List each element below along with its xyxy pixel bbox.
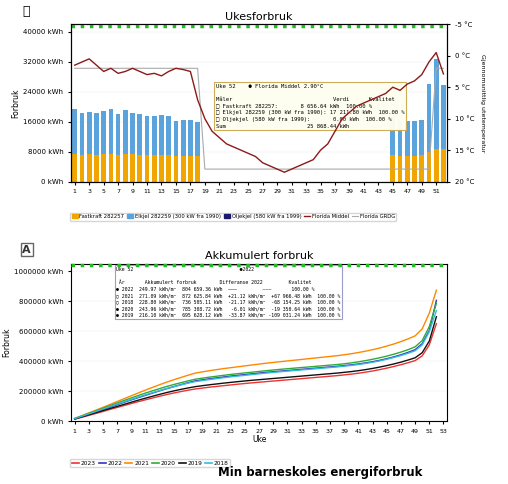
- Bar: [166, 155, 171, 182]
- Bar: [405, 121, 409, 156]
- Bar: [130, 154, 135, 182]
- Bar: [195, 121, 200, 156]
- Bar: [130, 113, 135, 154]
- Bar: [145, 155, 149, 182]
- Bar: [101, 154, 106, 182]
- Bar: [116, 155, 120, 182]
- Y-axis label: Gjennomsnittlig utetemperatur: Gjennomsnittlig utetemperatur: [480, 54, 485, 152]
- Bar: [434, 149, 438, 182]
- Bar: [181, 120, 185, 156]
- Text: Uke 52                                     ●2022

 År       Akkumulert forbruk  : Uke 52 ●2022 År Akkumulert forbruk: [116, 267, 340, 318]
- Legend: Fastkraft 282257, Elkjel 282259 (300 kW fra 1990), Oljekjel (580 kW fra 1999), F: Fastkraft 282257, Elkjel 282259 (300 kW …: [70, 212, 396, 221]
- Bar: [188, 120, 193, 156]
- Bar: [427, 151, 431, 182]
- Bar: [441, 85, 446, 149]
- Bar: [441, 149, 446, 182]
- Bar: [109, 109, 113, 154]
- Bar: [145, 116, 149, 155]
- Bar: [80, 155, 84, 182]
- Bar: [195, 156, 200, 182]
- Text: 📊: 📊: [22, 5, 30, 18]
- Bar: [159, 155, 164, 182]
- Bar: [87, 112, 91, 154]
- Bar: [427, 84, 431, 151]
- Bar: [87, 154, 91, 182]
- Title: Ukesforbruk: Ukesforbruk: [226, 12, 293, 22]
- Bar: [188, 156, 193, 182]
- Bar: [412, 121, 417, 156]
- Bar: [420, 155, 424, 182]
- Bar: [391, 155, 395, 182]
- Bar: [174, 121, 178, 156]
- Title: Akkumulert forbruk: Akkumulert forbruk: [205, 251, 313, 261]
- Bar: [391, 117, 395, 155]
- Legend: 2023, 2022, 2021, 2020, 2019, 2018: 2023, 2022, 2021, 2020, 2019, 2018: [70, 459, 231, 468]
- Bar: [152, 155, 156, 182]
- X-axis label: Uke: Uke: [252, 435, 266, 444]
- Y-axis label: Forbruk: Forbruk: [12, 88, 20, 118]
- Bar: [123, 153, 128, 182]
- Text: Uke 52    ● Florida Middel 2.90°C

Måler                               Verdi    : Uke 52 ● Florida Middel 2.90°C Måler Ver…: [216, 84, 404, 129]
- Bar: [181, 156, 185, 182]
- Bar: [138, 155, 142, 182]
- Bar: [412, 156, 417, 182]
- Bar: [166, 116, 171, 155]
- Bar: [80, 113, 84, 155]
- Y-axis label: Forbruk: Forbruk: [3, 328, 12, 357]
- Text: A: A: [22, 245, 31, 255]
- Bar: [116, 114, 120, 155]
- Bar: [398, 156, 402, 182]
- Bar: [398, 121, 402, 156]
- Text: Min barneskoles energiforbruk: Min barneskoles energiforbruk: [218, 466, 422, 479]
- Bar: [123, 110, 128, 153]
- Bar: [405, 156, 409, 182]
- Bar: [94, 113, 99, 155]
- Bar: [174, 156, 178, 182]
- Bar: [72, 108, 77, 153]
- Bar: [109, 154, 113, 182]
- Bar: [434, 59, 438, 149]
- Bar: [420, 120, 424, 155]
- Bar: [101, 111, 106, 154]
- Bar: [138, 114, 142, 155]
- Bar: [152, 116, 156, 155]
- Bar: [94, 155, 99, 182]
- Bar: [72, 153, 77, 182]
- Bar: [159, 115, 164, 155]
